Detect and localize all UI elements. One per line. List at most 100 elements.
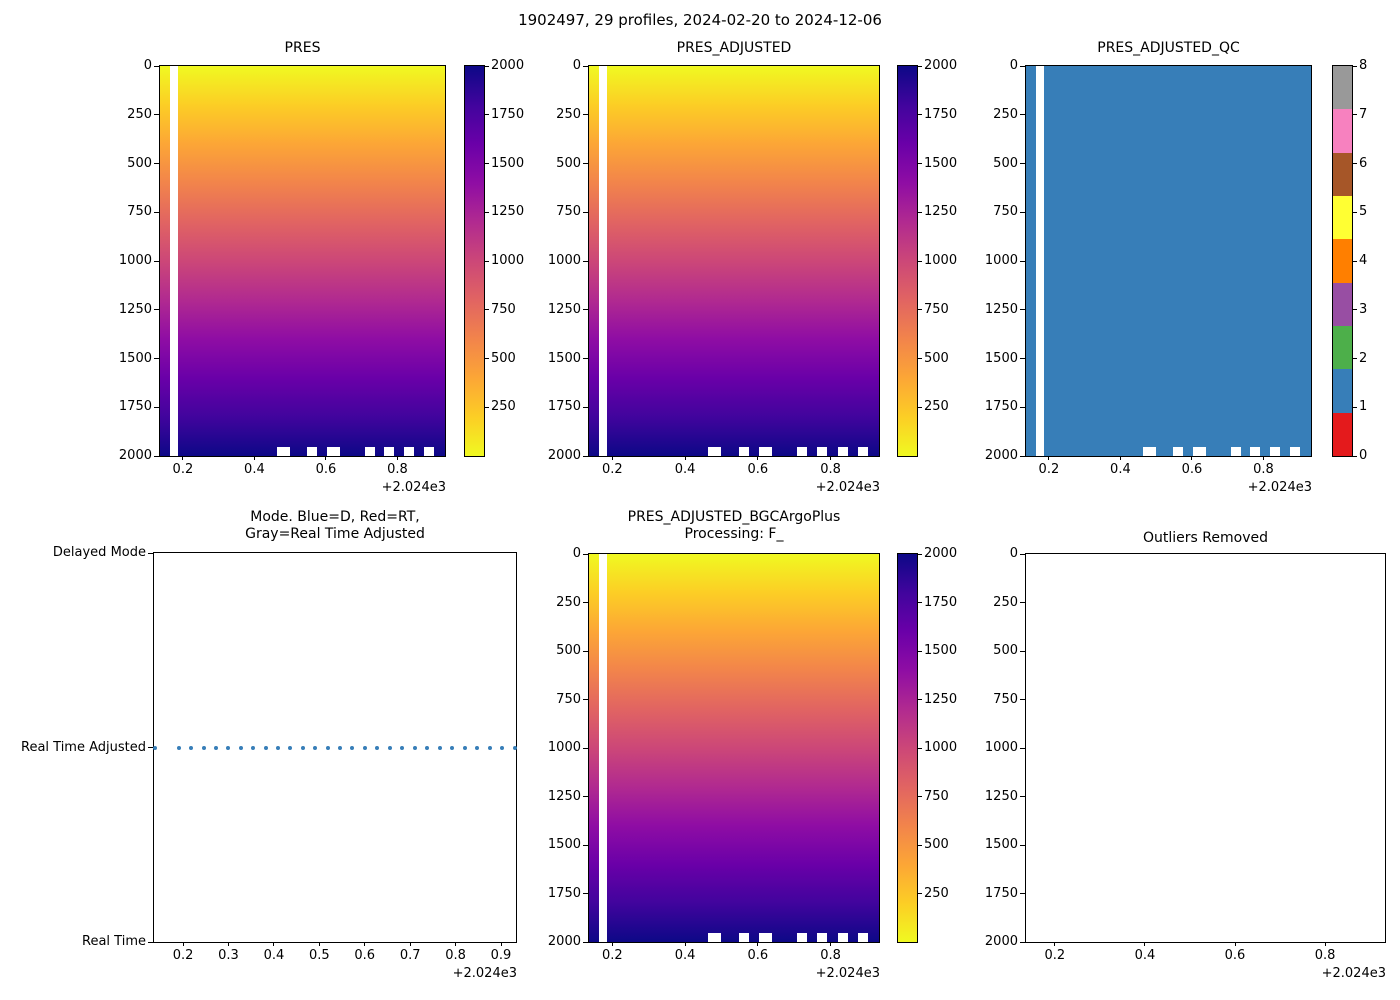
y-tick-mark [1020, 747, 1025, 749]
y-tick-label: 750 [127, 204, 152, 220]
colorbar-tick-mark [484, 260, 489, 262]
colorbar-tick-label: 1750 [491, 106, 525, 122]
mode-data-point [288, 745, 293, 750]
mode-data-point [400, 745, 405, 750]
pres-adjusted-qc-heatmap: 0.2 0.4 0.6 0.8 +2.024e3 0 250 500 750 1000 1250 15… [985, 58, 1312, 495]
y-tick-label: 1000 [984, 740, 1018, 755]
x-tick-label: 0.4 [1134, 948, 1156, 963]
colorbar-segment [1333, 412, 1352, 457]
y-tick-label: Real Time Adjusted [21, 739, 146, 755]
colorbar-tick-label: 250 [924, 885, 949, 901]
y-tick-mark [583, 211, 588, 213]
outliers-plot: 0.2 0.4 0.6 0.8 +2.024e3 0 250 500 750 1000 1250 15… [985, 546, 1386, 981]
colorbar-tick-mark [1352, 358, 1357, 359]
bgc-heatmap: 0.2 0.4 0.6 0.8 +2.024e3 0 250 500 750 1000 1250 15… [548, 546, 880, 981]
missing-bottom-gap [1143, 447, 1156, 456]
y-tick-label: 500 [556, 643, 581, 658]
missing-bottom-gap [797, 933, 808, 942]
mode-data-point [338, 745, 343, 750]
y-tick-mark [1020, 260, 1025, 262]
x-tick-label: 0.2 [1038, 462, 1060, 477]
x-tick-label: 0.8 [820, 462, 841, 477]
y-tick-label: Delayed Mode [52, 545, 146, 560]
x-tick-mark [396, 456, 398, 460]
y-tick-label: 0 [572, 546, 581, 561]
y-tick-mark [1020, 844, 1025, 846]
colorbar-tick-mark [484, 309, 489, 311]
y-tick-mark [1020, 941, 1025, 943]
colorbar-tick-mark [1352, 260, 1357, 262]
colorbar-tick-label: 2000 [491, 58, 525, 73]
x-tick-mark [1144, 942, 1146, 946]
colorbar-segment [1333, 282, 1352, 327]
colorbar-tick-mark [917, 260, 922, 262]
colorbar-tick-label: 1500 [924, 643, 958, 658]
colorbar-tick-mark [484, 163, 489, 164]
y-tick-label: 1750 [984, 885, 1018, 901]
y-tick-mark [148, 747, 153, 748]
x-tick-mark [1324, 942, 1326, 946]
colorbar-tick-label: 4 [1359, 253, 1368, 268]
y-tick-label: 1750 [118, 399, 152, 415]
y-tick-label: 1750 [547, 885, 581, 901]
x-tick-label: 0.4 [674, 948, 696, 963]
colorbar-tick-label: 500 [924, 837, 949, 852]
y-tick-label: 0 [1009, 546, 1018, 561]
y-tick-mark [148, 552, 153, 554]
x-tick-label: 0.6 [747, 948, 769, 963]
y-tick-label: 1250 [984, 788, 1018, 804]
bgc-title: PRES_ADJUSTED_BGCArgoPlus Processing: F_ [627, 509, 841, 543]
y-tick-mark [154, 309, 159, 311]
colorbar-segment [1333, 326, 1352, 370]
colorbar-tick-mark [484, 406, 489, 408]
x-tick-mark [611, 942, 613, 946]
x-tick-mark [757, 456, 759, 460]
colorbar-tick-mark [484, 114, 489, 116]
y-tick-mark [1020, 553, 1025, 555]
y-tick-label: 250 [556, 594, 581, 610]
y-tick-label: 1250 [984, 301, 1018, 317]
x-tick-mark [455, 942, 457, 946]
colorbar-segment [1333, 66, 1352, 110]
y-tick-mark [148, 941, 153, 943]
missing-bottom-gap [384, 447, 395, 456]
colorbar-tick-label: 1 [1359, 399, 1368, 415]
missing-bottom-gap [758, 933, 772, 942]
y-tick-mark [1020, 796, 1025, 797]
x-tick-label: 0.6 [747, 462, 769, 477]
mode-data-point [425, 745, 430, 750]
x-tick-label: 0.6 [354, 948, 376, 963]
x-axis-offset-label: +2.024e3 [452, 966, 517, 981]
colorbar-segment [1333, 152, 1352, 197]
x-tick-mark [684, 456, 686, 460]
qc-flag-colorbar: 0 1 2 3 4 5 6 7 8 [1332, 58, 1367, 463]
missing-bottom-gap [326, 447, 340, 456]
missing-bottom-gap [758, 447, 772, 456]
y-tick-mark [154, 260, 159, 262]
missing-bottom-gap [738, 933, 749, 942]
x-tick-label: 0.8 [387, 462, 408, 477]
y-tick-label: 1500 [547, 837, 581, 852]
missing-bottom-gap [837, 447, 848, 456]
colorbar-tick-label: 750 [924, 788, 949, 804]
x-tick-label: 0.9 [490, 948, 512, 963]
y-tick-label: 1500 [118, 350, 152, 366]
y-tick-label: 0 [143, 58, 152, 73]
y-tick-label: 0 [572, 58, 581, 73]
x-tick-mark [1262, 456, 1264, 460]
missing-profile-gap [170, 66, 178, 456]
missing-bottom-gap [837, 933, 848, 942]
colorbar-tick-mark [917, 747, 922, 749]
y-tick-mark [154, 211, 159, 213]
colorbar-tick-mark [917, 893, 922, 894]
colorbar-tick-label: 1000 [924, 253, 958, 268]
x-axis-offset-label: +2.024e3 [381, 480, 446, 495]
y-tick-mark [1020, 406, 1025, 408]
mode-data-point [474, 745, 479, 750]
x-tick-mark [830, 942, 832, 946]
mode-data-point [325, 745, 330, 750]
x-tick-label: 0.4 [1110, 462, 1131, 477]
mode-data-point [350, 745, 355, 750]
mode-data-point [238, 745, 243, 750]
